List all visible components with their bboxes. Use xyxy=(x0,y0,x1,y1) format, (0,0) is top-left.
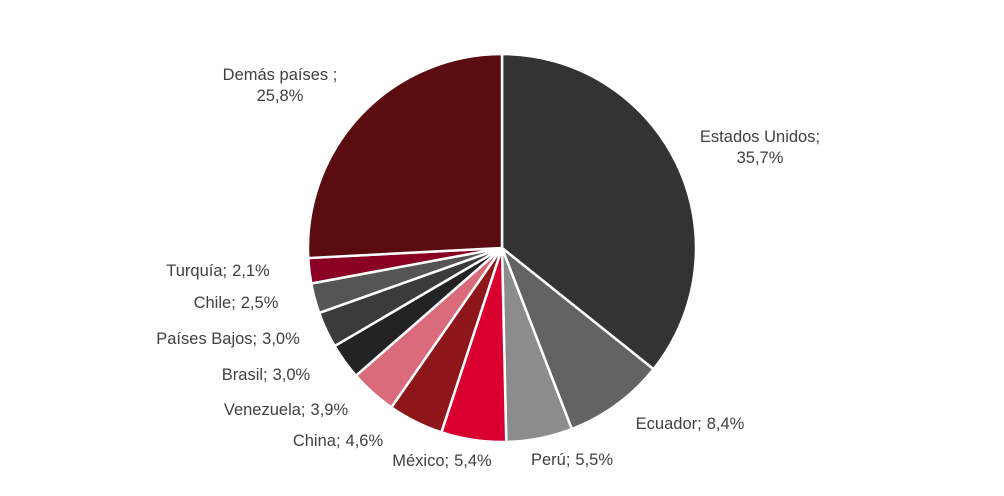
value-label: 5,4% xyxy=(454,452,492,470)
value-label: 25,8% xyxy=(257,87,304,105)
value-label: 5,5% xyxy=(575,451,613,469)
category-label: Estados Unidos; xyxy=(700,128,820,146)
category-label: Brasil; xyxy=(222,366,268,384)
pie-slice xyxy=(306,52,504,260)
value-label: 8,4% xyxy=(707,415,745,433)
slice-label: Perú; 5,5% xyxy=(531,451,613,469)
value-label: 35,7% xyxy=(737,149,784,167)
category-label: China; xyxy=(293,432,341,450)
slice-label: China; 4,6% xyxy=(293,432,384,450)
pie-slice xyxy=(499,244,656,431)
category-label: Chile; xyxy=(194,294,236,312)
slice-label: Ecuador; 8,4% xyxy=(636,415,745,433)
value-label: 3,0% xyxy=(273,366,311,384)
category-label: México; xyxy=(392,452,449,470)
slice-label: Turquía; 2,1% xyxy=(166,262,270,280)
value-label: 2,1% xyxy=(232,262,270,280)
slice-label: Brasil; 3,0% xyxy=(222,366,311,384)
category-label: Ecuador; xyxy=(636,415,702,433)
slice-label: Estados Unidos; 35,7% xyxy=(700,128,820,167)
category-label: Perú; xyxy=(531,451,570,469)
value-label: 2,5% xyxy=(241,294,279,312)
category-label: Demás países ; xyxy=(223,66,338,84)
slice-label: México; 5,4% xyxy=(392,452,492,470)
value-label: 3,0% xyxy=(262,330,300,348)
pie-slice xyxy=(500,52,698,371)
value-label: 3,9% xyxy=(311,401,349,419)
category-label: Turquía; xyxy=(166,262,227,280)
category-label: Países Bajos; xyxy=(156,330,257,348)
slice-label: Venezuela; 3,9% xyxy=(224,401,349,419)
slice-label: Países Bajos; 3,0% xyxy=(156,330,300,348)
slice-label: Chile; 2,5% xyxy=(194,294,279,312)
category-label: Venezuela; xyxy=(224,401,306,419)
slice-label: Demás países ; 25,8% xyxy=(223,66,338,105)
value-label: 4,6% xyxy=(346,432,384,450)
